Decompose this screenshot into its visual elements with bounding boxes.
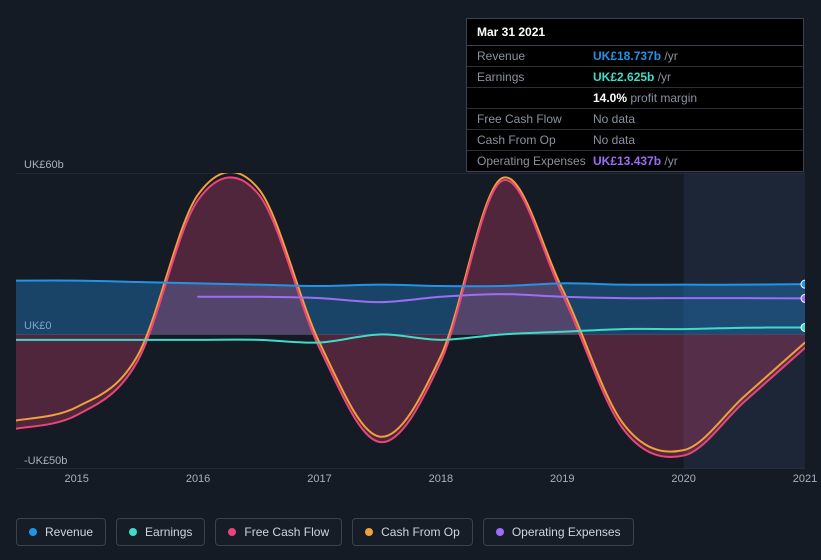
revenue-area [16,281,805,335]
tooltip-row: RevenueUK£18.737b /yr [467,46,803,67]
legend-swatch [228,528,236,536]
tooltip-row-label: Earnings [477,70,593,84]
chart-tooltip: Mar 31 2021 RevenueUK£18.737b /yrEarning… [466,18,804,172]
earnings-end-marker [801,323,805,331]
legend-label: Operating Expenses [512,525,621,539]
tooltip-date: Mar 31 2021 [467,19,803,46]
legend-label: Free Cash Flow [244,525,329,539]
tooltip-row-label: Operating Expenses [477,154,593,168]
legend-swatch [29,528,37,536]
tooltip-row-value: UK£13.437b /yr [593,154,678,168]
legend-item-operating_expenses[interactable]: Operating Expenses [483,518,634,546]
tooltip-row-label: Free Cash Flow [477,112,593,126]
tooltip-row-value: No data [593,112,635,126]
tooltip-row: Operating ExpensesUK£13.437b /yr [467,151,803,171]
legend-swatch [129,528,137,536]
x-tick-label: 2018 [429,473,453,485]
tooltip-row-value: 14.0% profit margin [593,91,697,105]
x-tick-label: 2019 [550,473,574,485]
legend-label: Cash From Op [381,525,460,539]
chart-area: UK£60bUK£0-UK£50b 2015201620172018201920… [16,155,805,495]
x-tick-label: 2020 [671,473,695,485]
tooltip-row: Cash From OpNo data [467,130,803,151]
tooltip-row: 14.0% profit margin [467,88,803,109]
tooltip-row: EarningsUK£2.625b /yr [467,67,803,88]
tooltip-row-value: UK£18.737b /yr [593,49,678,63]
legend-item-revenue[interactable]: Revenue [16,518,106,546]
x-tick-label: 2016 [186,473,210,485]
x-tick-label: 2015 [64,473,88,485]
tooltip-row-value: No data [593,133,635,147]
legend-item-free_cash_flow[interactable]: Free Cash Flow [215,518,342,546]
tooltip-row-label [477,91,593,105]
x-tick-label: 2021 [793,473,817,485]
legend-label: Earnings [145,525,192,539]
legend-label: Revenue [45,525,93,539]
legend-swatch [365,528,373,536]
legend-swatch [496,528,504,536]
tooltip-row-label: Cash From Op [477,133,593,147]
tooltip-row-value: UK£2.625b /yr [593,70,671,84]
revenue-end-marker [801,280,805,288]
tooltip-row-label: Revenue [477,49,593,63]
legend-item-earnings[interactable]: Earnings [116,518,205,546]
chart-legend: Revenue Earnings Free Cash Flow Cash From O… [16,518,634,546]
tooltip-row: Free Cash FlowNo data [467,109,803,130]
chart-plot[interactable] [16,173,805,469]
operating_expenses-end-marker [801,294,805,302]
y-tick-label: UK£60b [24,159,64,171]
x-tick-label: 2017 [307,473,331,485]
legend-item-cash_from_op[interactable]: Cash From Op [352,518,473,546]
